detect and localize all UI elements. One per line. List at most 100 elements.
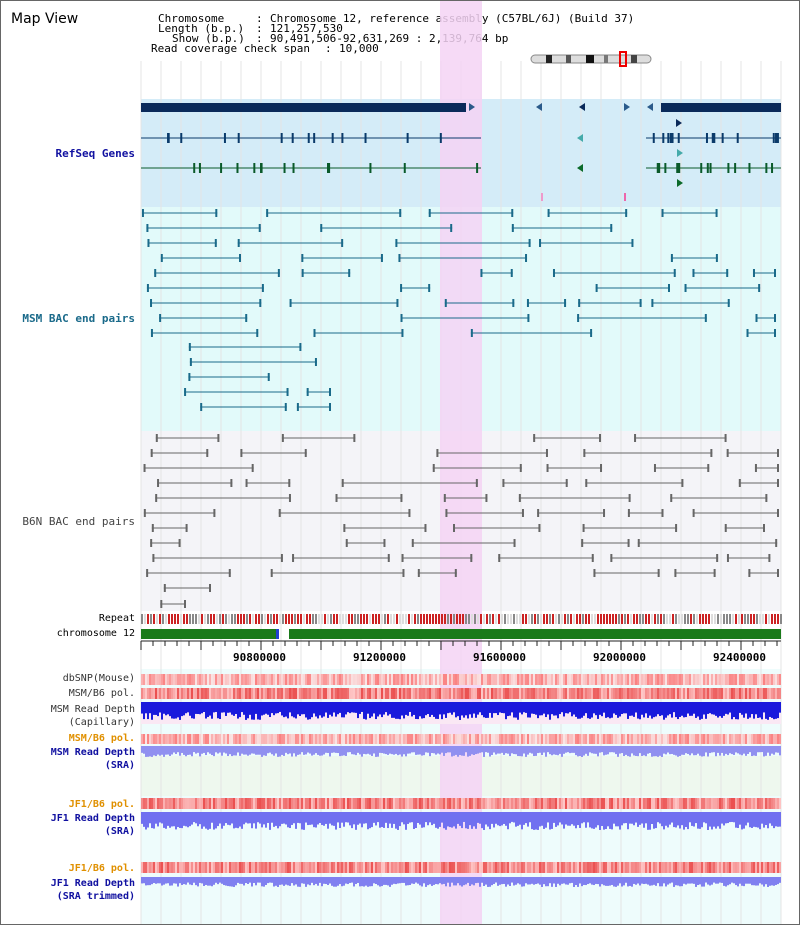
repeat-mark [462, 614, 464, 624]
heat-cell [219, 798, 221, 809]
heat-cell [671, 862, 673, 873]
heat-cell [339, 688, 341, 699]
heat-cell [143, 688, 145, 699]
heat-cell [141, 734, 143, 744]
heat-cell [603, 674, 605, 685]
depth-bar [493, 702, 495, 714]
heat-cell [237, 674, 239, 685]
heat-cell [381, 688, 383, 699]
heat-cell [761, 798, 763, 809]
heat-cell [431, 862, 433, 873]
refseq-genes-label[interactable]: RefSeq Genes [55, 147, 135, 160]
bac-end [146, 569, 149, 577]
exon [772, 133, 775, 143]
heat-cell [699, 734, 701, 744]
b6n-bac-label[interactable]: B6N BAC end pairs [22, 515, 135, 528]
heat-cell [761, 674, 763, 685]
depth-bar [197, 812, 199, 827]
depth-bar [211, 812, 213, 823]
heat-cell [447, 688, 449, 699]
depth-bar [473, 746, 475, 755]
heat-cell [619, 734, 621, 744]
heat-cell [327, 862, 329, 873]
depth-bar [457, 812, 459, 824]
depth-bar [689, 877, 691, 884]
heat-cell [577, 862, 579, 873]
heat-cell [463, 862, 465, 873]
exon [709, 163, 712, 173]
depth-bar [317, 746, 319, 755]
heat-cell [255, 688, 257, 699]
repeat-mark [531, 614, 533, 624]
heat-cell [523, 798, 525, 809]
heat-cell [457, 734, 459, 744]
heat-cell [221, 862, 223, 873]
heat-cell [281, 674, 283, 685]
depth-bar [315, 877, 317, 884]
depth-bar [289, 746, 291, 754]
depth-bar [221, 746, 223, 756]
depth-bar [735, 877, 737, 886]
depth-bar [149, 746, 151, 757]
heat-cell [573, 688, 575, 699]
heat-cell [449, 862, 451, 873]
heat-cell [309, 674, 311, 685]
heat-cell [769, 688, 771, 699]
heat-cell [353, 862, 355, 873]
heat-cell [199, 688, 201, 699]
heat-cell [531, 734, 533, 744]
bac-end [301, 254, 304, 262]
heat-cell [537, 688, 539, 699]
bac-end [188, 343, 191, 351]
heat-cell [695, 674, 697, 685]
heat-cell [161, 862, 163, 873]
heat-cell [183, 688, 185, 699]
heat-cell [453, 674, 455, 685]
bac-end [715, 254, 718, 262]
depth-bar [255, 812, 257, 829]
depth-bar [277, 746, 279, 757]
depth-bar [655, 746, 657, 757]
depth-bar [745, 702, 747, 714]
depth-bar [223, 746, 225, 753]
depth-bar [773, 877, 775, 886]
depth-bar [549, 702, 551, 720]
heat-cell [381, 734, 383, 744]
depth-bar [281, 746, 283, 755]
heat-cell [467, 688, 469, 699]
heat-cell [173, 862, 175, 873]
depth-bar [713, 746, 715, 753]
depth-bar [319, 812, 321, 823]
heat-cell [511, 862, 513, 873]
repeat-mark [528, 614, 530, 624]
heat-cell [567, 734, 569, 744]
heat-cell [141, 862, 143, 873]
heat-cell [767, 734, 769, 744]
depth-bar [333, 812, 335, 826]
heat-cell [565, 862, 567, 873]
depth-bar [721, 702, 723, 718]
depth-bar [333, 877, 335, 887]
depth-bar [403, 812, 405, 825]
heat-cell [313, 798, 315, 809]
heat-cell [661, 862, 663, 873]
heat-cell [223, 674, 225, 685]
depth-bar [441, 877, 443, 885]
depth-bar [695, 877, 697, 887]
heat-cell [579, 862, 581, 873]
heat-cell [345, 688, 347, 699]
heat-cell [661, 688, 663, 699]
depth-bar [563, 812, 565, 829]
heat-cell [239, 734, 241, 744]
heat-cell [275, 862, 277, 873]
depth-bar [583, 877, 585, 885]
repeat-mark [534, 614, 536, 624]
depth-bar [457, 746, 459, 757]
ideogram-band [586, 55, 594, 63]
coverage-value: 10,000 [339, 42, 379, 55]
bac-end [313, 329, 316, 337]
msm-bac-label[interactable]: MSM BAC end pairs [22, 312, 135, 325]
depth-bar [669, 702, 671, 715]
heat-cell [403, 674, 405, 685]
